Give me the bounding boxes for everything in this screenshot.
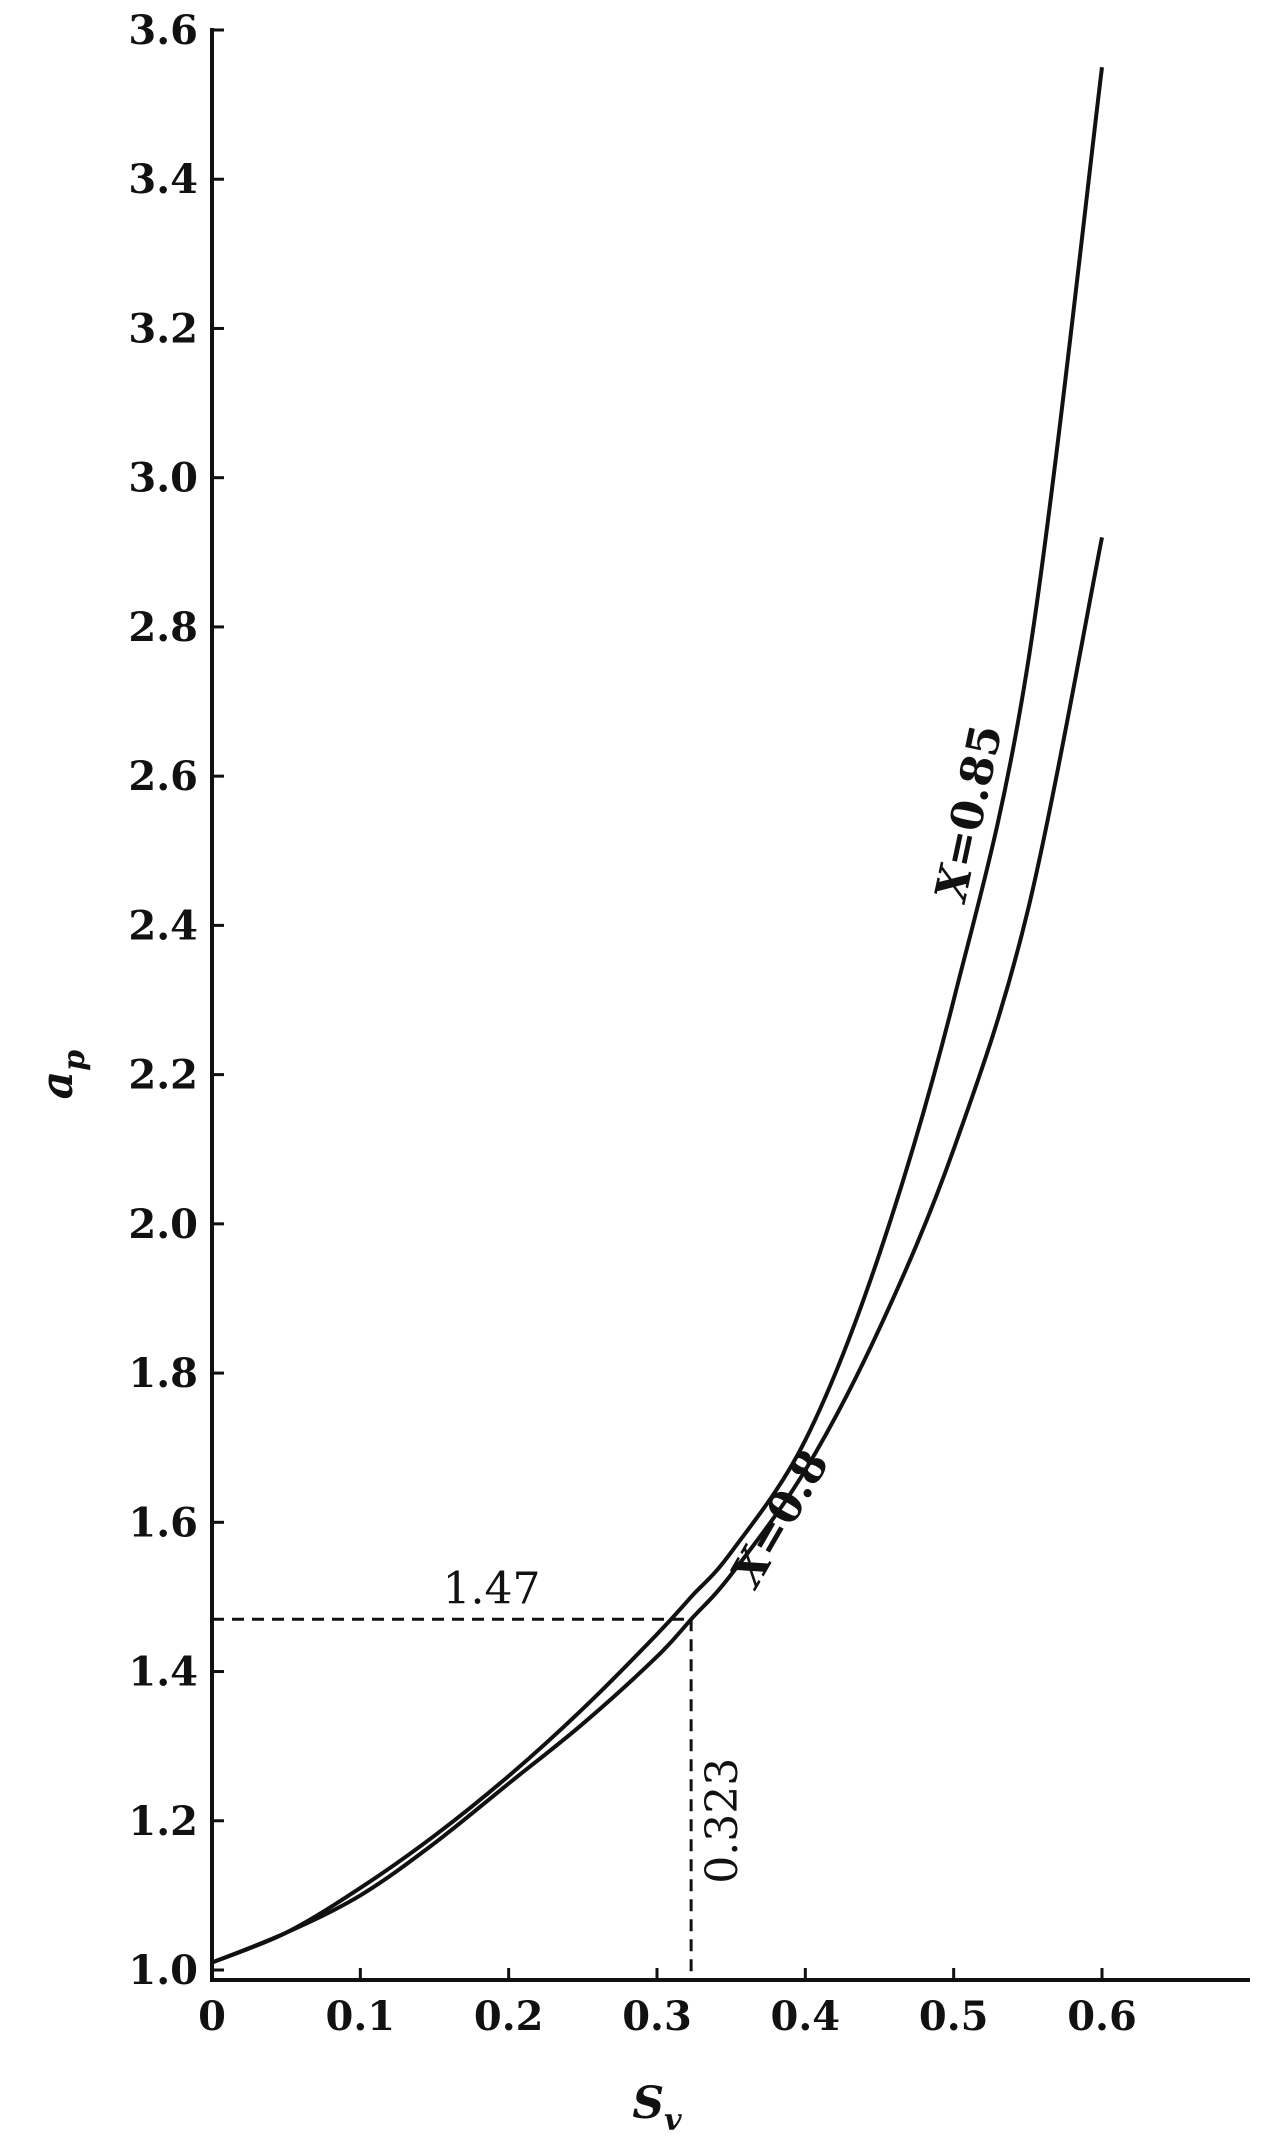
series-label-x08: X=0.8 bbox=[720, 1442, 839, 1598]
y-tick-label: 2.2 bbox=[128, 1052, 198, 1099]
series-lines bbox=[211, 67, 1104, 1965]
y-tick-label: 2.6 bbox=[128, 753, 198, 800]
series-line-x085 bbox=[211, 67, 1104, 1965]
y-tick-label: 1.8 bbox=[128, 1350, 198, 1397]
y-axis-title: ap bbox=[32, 1050, 92, 1100]
x-tick-label: 0.1 bbox=[326, 1993, 396, 2040]
x-tick-label: 0.3 bbox=[622, 1993, 692, 2040]
x-tick-label: 0.6 bbox=[1067, 1993, 1137, 2040]
y-tick-label: 3.6 bbox=[128, 7, 198, 54]
y-tick-label: 2.4 bbox=[128, 902, 198, 949]
x-tick-label: 0.4 bbox=[771, 1993, 841, 2040]
x-tick-label: 0.2 bbox=[474, 1993, 544, 2040]
annotation-x-value: 0.323 bbox=[697, 1758, 748, 1884]
x-axis-title-main: S bbox=[632, 2078, 664, 2129]
y-axis-title-main: a bbox=[32, 1071, 83, 1100]
series-label-x085-rest: =0.85 bbox=[933, 720, 1013, 871]
svg-text:ap: ap bbox=[32, 1050, 92, 1100]
y-tick-label: 1.4 bbox=[128, 1649, 198, 1696]
y-tick-label: 3.4 bbox=[128, 156, 198, 203]
annotation-y-value: 1.47 bbox=[443, 1563, 541, 1614]
y-tick-label: 3.2 bbox=[128, 305, 198, 352]
reference-lines bbox=[212, 1617, 693, 1980]
y-tick-label: 2.0 bbox=[128, 1201, 198, 1248]
x-axis-title: Sv bbox=[632, 2078, 682, 2138]
x-axis-title-sub: v bbox=[664, 2103, 682, 2138]
x-tick-label: 0.5 bbox=[919, 1993, 989, 2040]
x-tick-label: 0 bbox=[198, 1993, 226, 2040]
axes bbox=[210, 28, 1250, 1982]
y-tick-label: 1.6 bbox=[128, 1499, 198, 1546]
y-tick-label: 1.2 bbox=[128, 1798, 198, 1845]
series-label-x08-rest: =0.8 bbox=[738, 1442, 839, 1566]
y-tick-label: 1.0 bbox=[128, 1947, 198, 1994]
y-tick-label: 3.0 bbox=[128, 455, 198, 502]
series-line-x08 bbox=[211, 537, 1104, 1965]
ticks: 1.0 1.2 1.4 1.6 1.8 2.0 2.2 2.4 2.6 2.8 3.0 3.2 3.4 3… bbox=[128, 7, 1136, 2040]
y-axis-title-sub: p bbox=[57, 1050, 92, 1071]
y-tick-label: 2.8 bbox=[128, 604, 198, 651]
